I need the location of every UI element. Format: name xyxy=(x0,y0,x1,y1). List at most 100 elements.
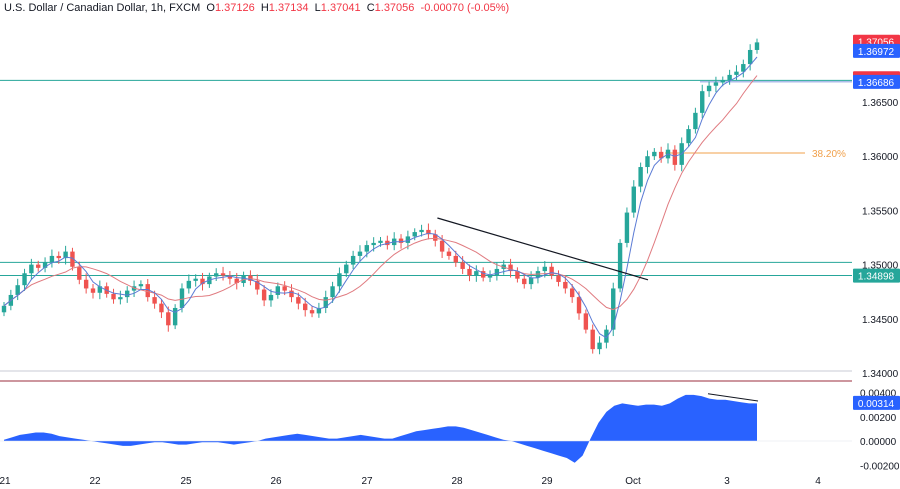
candle-body xyxy=(542,266,547,272)
open-value: 1.37126 xyxy=(214,2,255,14)
candle-body xyxy=(138,284,144,287)
candle-body xyxy=(296,297,301,304)
candle-body xyxy=(261,289,267,301)
price-axis-tick-label: 1.35500 xyxy=(862,206,899,217)
indicator-trendline xyxy=(707,393,759,402)
candle-body xyxy=(350,255,356,265)
indicator-label-text: 0.00314 xyxy=(858,399,895,410)
candle-body xyxy=(720,80,725,83)
low-label: L xyxy=(314,2,321,14)
candle-body xyxy=(439,240,445,252)
candle-body xyxy=(433,234,438,241)
candle-body xyxy=(453,255,458,263)
candle-body xyxy=(508,264,513,272)
candle-body xyxy=(645,156,650,168)
candle-body xyxy=(727,74,732,81)
candle-body xyxy=(590,329,595,350)
candle-body xyxy=(337,273,342,287)
price-axis-tick-label: 1.34000 xyxy=(862,369,899,380)
candle-body xyxy=(193,278,198,281)
candle-body xyxy=(700,91,705,113)
candle-body xyxy=(275,286,281,295)
change-value: -0.00070 (-0.05%) xyxy=(420,2,510,14)
candle-body xyxy=(29,264,34,274)
candle-body xyxy=(398,238,404,243)
candle-body xyxy=(330,286,335,298)
candles-group xyxy=(1,38,760,355)
candle-body xyxy=(152,297,157,304)
candle-body xyxy=(42,262,48,268)
candle-body xyxy=(604,329,609,343)
price-axis-tick-label: 1.34500 xyxy=(862,315,899,326)
candle-body xyxy=(371,242,376,246)
candle-body xyxy=(316,307,322,314)
low-value: 1.37041 xyxy=(320,2,361,14)
candle-body xyxy=(405,236,411,243)
candle-body xyxy=(234,278,239,284)
candle-body xyxy=(522,278,527,285)
price-label-tag xyxy=(853,43,900,58)
high-label: H xyxy=(260,2,269,14)
candle-body xyxy=(268,294,274,301)
candle-body xyxy=(282,286,287,291)
indicator-label-tag xyxy=(853,395,900,410)
time-axis-tick-label: 27 xyxy=(361,476,373,487)
candle-body xyxy=(617,242,623,289)
candle-body xyxy=(200,278,205,285)
fast-moving-average-line xyxy=(3,56,758,339)
candle-body xyxy=(255,280,260,290)
candle-body xyxy=(357,251,363,256)
candle-body xyxy=(693,112,698,130)
candle-body xyxy=(166,312,171,326)
candle-body xyxy=(569,288,575,298)
candle-body xyxy=(474,271,479,276)
price-label-text: 1.37056 xyxy=(858,38,895,49)
candle-body xyxy=(419,229,424,233)
indicator-axis-tick-label: 0.00200 xyxy=(860,413,897,424)
price-axis-tick-label: 1.36000 xyxy=(862,152,899,163)
candle-body xyxy=(747,49,753,65)
indicator-axis-tick-label: 0.00000 xyxy=(860,437,897,448)
price-label-text: 1.36686 xyxy=(858,78,895,89)
candle-body xyxy=(480,271,486,278)
candle-body xyxy=(515,271,520,279)
candle-body xyxy=(1,305,7,313)
candle-body xyxy=(426,229,431,235)
candle-body xyxy=(460,262,465,269)
candle-body xyxy=(145,284,150,298)
time-axis-tick-label: Oct xyxy=(625,476,641,487)
candle-body xyxy=(652,151,657,157)
candle-body xyxy=(597,342,602,350)
price-label-text: 1.36972 xyxy=(858,47,895,58)
candle-body xyxy=(118,297,123,300)
candle-body xyxy=(97,286,103,293)
close-label: C xyxy=(366,2,375,14)
candle-body xyxy=(583,313,589,330)
candle-body xyxy=(179,288,185,308)
slow-moving-average-line xyxy=(3,75,758,311)
candle-body xyxy=(638,167,643,187)
candle-body xyxy=(741,64,746,72)
candle-body xyxy=(385,240,390,246)
candle-body xyxy=(706,85,712,92)
candle-body xyxy=(467,268,472,276)
time-axis-tick-label: 22 xyxy=(89,476,101,487)
candle-body xyxy=(528,277,534,285)
candle-body xyxy=(344,264,349,274)
candle-body xyxy=(214,273,219,277)
candle-body xyxy=(22,273,27,286)
symbol-title: U.S. Dollar / Canadian Dollar, 1h, FXCM xyxy=(4,2,201,14)
candle-body xyxy=(713,82,719,86)
candle-body xyxy=(15,285,20,295)
price-label-tag xyxy=(853,268,900,283)
candle-body xyxy=(631,186,636,213)
candle-body xyxy=(658,151,664,159)
candle-body xyxy=(227,275,233,279)
candle-body xyxy=(624,212,630,243)
candle-body xyxy=(90,288,96,293)
candle-body xyxy=(549,266,554,276)
candle-body xyxy=(576,297,582,314)
candle-body xyxy=(125,290,130,298)
chart-header: U.S. Dollar / Canadian Dollar, 1h, FXCM … xyxy=(4,2,509,14)
